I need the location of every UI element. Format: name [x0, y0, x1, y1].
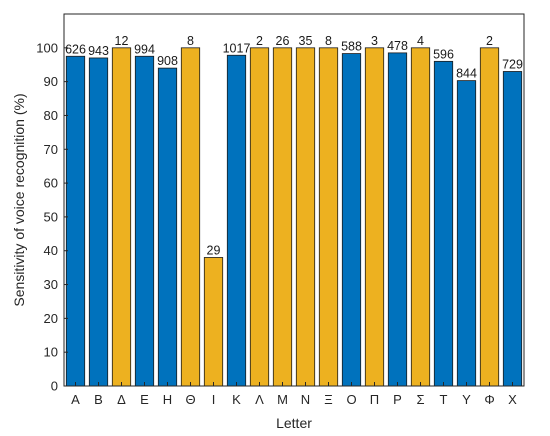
bar-15	[387, 52, 408, 387]
y-tick-label-9: 80	[44, 108, 58, 123]
x-tick-label-8: Κ	[232, 392, 241, 407]
data-label-5: 908	[157, 54, 178, 68]
bar-19	[479, 47, 500, 387]
data-label-3: 12	[115, 34, 129, 48]
y-tick-label-2: 10	[44, 345, 58, 360]
data-label-8: 1017	[223, 41, 251, 55]
plot-frame	[63, 13, 525, 387]
x-tick-label-5: Η	[163, 392, 172, 407]
data-label-6: 8	[187, 34, 194, 48]
bars-group	[65, 47, 523, 387]
bar-17	[433, 60, 454, 387]
y-tick-label-11: 100	[36, 40, 58, 55]
data-label-20: 729	[502, 57, 523, 71]
x-tick-label-16: Σ	[416, 392, 424, 407]
y-tick-label-5: 40	[44, 243, 58, 258]
data-label-16: 4	[417, 34, 424, 48]
y-tick-label-8: 70	[44, 142, 58, 157]
bar-8	[226, 54, 247, 387]
x-tick-label-10: Μ	[277, 392, 288, 407]
data-label-11: 35	[299, 34, 313, 48]
x-tick-label-13: Ο	[346, 392, 356, 407]
data-label-15: 478	[387, 39, 408, 53]
data-label-18: 844	[456, 67, 477, 81]
bar-7	[203, 257, 224, 387]
x-tick-label-15: Ρ	[393, 392, 402, 407]
x-tick-label-12: Ξ	[324, 392, 332, 407]
x-tick-label-9: Λ	[255, 392, 264, 407]
y-tick-label-7: 60	[44, 176, 58, 191]
data-label-4: 994	[134, 42, 155, 56]
y-tick-label-6: 50	[44, 209, 58, 224]
bar-5	[157, 67, 178, 387]
data-label-14: 3	[371, 34, 378, 48]
y-tick-label-1: 0	[51, 379, 58, 394]
data-label-2: 943	[88, 44, 109, 58]
x-tick-label-17: Τ	[440, 392, 448, 407]
x-tick-label-6: Θ	[185, 392, 195, 407]
bar-16	[410, 47, 431, 387]
x-tick-label-19: Φ	[484, 392, 494, 407]
x-tick-label-20: Χ	[508, 392, 517, 407]
x-tick-label-3: Δ	[117, 392, 126, 407]
x-tick-label-14: Π	[370, 392, 379, 407]
bar-6	[180, 47, 201, 387]
x-tick-label-7: Ι	[212, 392, 216, 407]
data-label-12: 8	[325, 34, 332, 48]
bar-13	[341, 53, 362, 387]
bar-3	[111, 47, 132, 387]
data-label-19: 2	[486, 34, 493, 48]
bar-20	[502, 71, 523, 387]
data-label-9: 2	[256, 34, 263, 48]
y-tick-label-4: 30	[44, 277, 58, 292]
bar-2	[88, 57, 109, 387]
x-tick-label-11: Ν	[301, 392, 310, 407]
data-label-7: 29	[207, 243, 221, 257]
bar-1	[65, 55, 86, 387]
bar-4	[134, 55, 155, 387]
data-label-10: 26	[276, 34, 290, 48]
x-tick-label-4: Ε	[140, 392, 149, 407]
bar-9	[249, 47, 270, 387]
bar-18	[456, 80, 477, 387]
y-axis-label: Sensitivity of voice recognition (%)	[11, 93, 27, 306]
y-axis-ticks: 0 10 20 30 40 50 60 70 80 90 100	[36, 40, 68, 394]
x-axis-label: Letter	[276, 415, 312, 431]
x-tick-label-2: Β	[94, 392, 103, 407]
y-tick-label-10: 90	[44, 74, 58, 89]
x-tick-label-18: Υ	[462, 392, 471, 407]
bar-11	[295, 47, 316, 387]
data-label-13: 588	[341, 40, 362, 54]
bar-14	[364, 47, 385, 387]
data-label-1: 626	[65, 42, 86, 56]
y-tick-label-3: 20	[44, 311, 58, 326]
bar-10	[272, 47, 293, 387]
bar-12	[318, 47, 339, 387]
data-label-17: 596	[433, 47, 454, 61]
x-tick-label-1: Α	[71, 392, 80, 407]
